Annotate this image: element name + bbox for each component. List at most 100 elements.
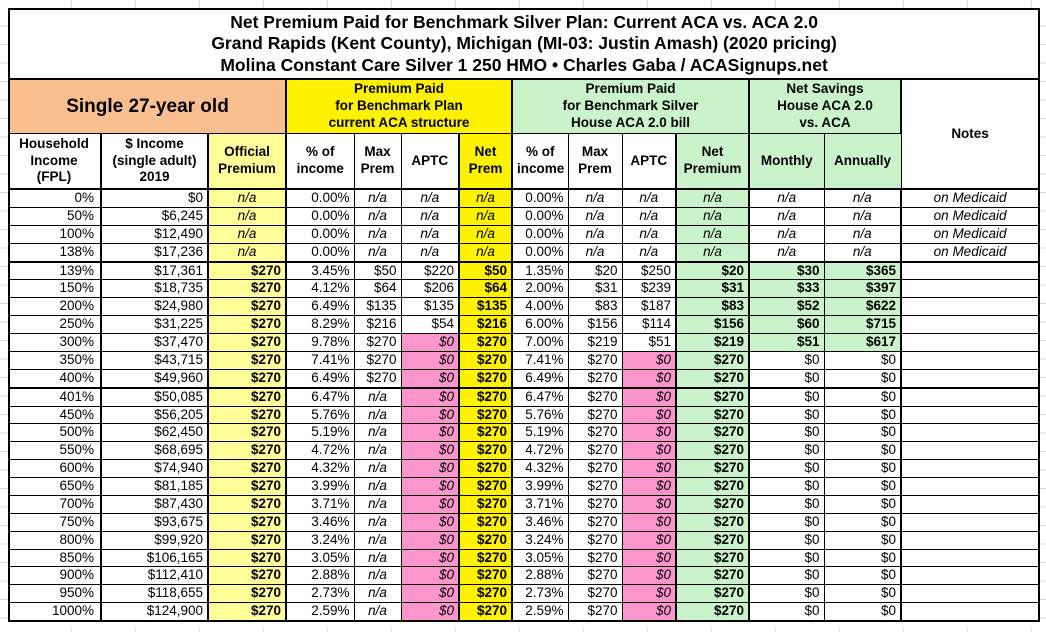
cell-notes (899, 584, 1040, 604)
cell-aca2-pct-income: 5.76% (511, 405, 569, 425)
cell-aca2-pct-income: 5.19% (511, 423, 569, 443)
cell-official-premium: $270 (207, 315, 287, 335)
cell-aca-max-prem: n/a (353, 602, 402, 622)
cell-aca2-aptc: $0 (621, 387, 677, 407)
cell-savings-annually: $0 (823, 512, 902, 532)
cell-official-premium: $270 (207, 584, 287, 604)
cell-aca-net-prem: $270 (458, 602, 513, 622)
cell-aca-aptc: $0 (400, 494, 460, 514)
cell-aca-net-prem: $270 (458, 548, 513, 568)
table-row: 150% $18,735 $270 4.12% $64 $206 $64 2.00% $31 $2… (8, 279, 1040, 299)
cell-aca2-max-prem: $156 (567, 315, 623, 335)
cell-aca2-max-prem: $270 (567, 512, 623, 532)
cell-aca2-aptc: $51 (621, 333, 677, 352)
cell-income: $93,675 (100, 512, 209, 532)
cell-aca-max-prem: $270 (353, 333, 402, 352)
cell-fpl: 900% (8, 566, 102, 586)
cell-aca-pct-income: 6.47% (285, 387, 355, 407)
cell-income: $68,695 (100, 441, 209, 461)
premium-comparison-table: Net Premium Paid for Benchmark Silver Pl… (8, 8, 1041, 623)
cell-notes (899, 423, 1040, 443)
cell-aca2-max-prem: $270 (567, 423, 623, 443)
cell-savings-monthly: $0 (748, 584, 825, 604)
spreadsheet-gridlines-top (8, 0, 1040, 8)
cell-notes (899, 459, 1040, 479)
cell-aca-pct-income: 5.76% (285, 405, 355, 425)
cell-aca2-pct-income: 3.24% (511, 530, 569, 550)
cell-aca-aptc: $0 (400, 566, 460, 586)
cell-aca-max-prem: n/a (353, 188, 402, 208)
cell-aca-aptc: $206 (400, 279, 460, 299)
cell-fpl: 450% (8, 405, 102, 425)
cell-aca-aptc: n/a (400, 188, 460, 208)
cell-fpl: 400% (8, 368, 102, 389)
cell-aca2-pct-income: 7.41% (511, 350, 569, 370)
table-row: 750% $93,675 $270 3.46% n/a $0 $270 3.46% $270 $0… (8, 512, 1040, 532)
cell-savings-annually: n/a (823, 188, 902, 208)
cell-savings-annually: $0 (823, 494, 902, 514)
cell-income: $49,960 (100, 368, 209, 389)
cell-aca-max-prem: n/a (353, 548, 402, 568)
cell-savings-annually: $0 (823, 405, 902, 425)
cell-official-premium: n/a (207, 188, 287, 208)
data-table: Net Premium Paid for Benchmark Silver Pl… (8, 8, 1041, 623)
cell-aca2-pct-income: 3.46% (511, 512, 569, 532)
cell-aca2-aptc: $0 (621, 602, 677, 622)
cell-aca-max-prem: n/a (353, 459, 402, 479)
cell-aca-net-prem: $50 (458, 261, 513, 281)
cell-aca-aptc: n/a (400, 224, 460, 244)
cell-aca-net-prem: $270 (458, 494, 513, 514)
cell-savings-monthly: $0 (748, 477, 825, 496)
cell-savings-monthly: n/a (748, 242, 825, 263)
cell-fpl: 700% (8, 494, 102, 514)
cell-aca-aptc: $54 (400, 315, 460, 335)
cell-aca2-pct-income: 6.49% (511, 368, 569, 389)
cell-income: $43,715 (100, 350, 209, 370)
cell-fpl: 300% (8, 333, 102, 352)
cell-aca-pct-income: 0.00% (285, 188, 355, 208)
cell-aca-max-prem: n/a (353, 477, 402, 496)
cell-aca2-pct-income: 0.00% (511, 206, 569, 226)
cell-aca-max-prem: $50 (353, 261, 402, 281)
cell-fpl: 150% (8, 279, 102, 299)
table-row: 0% $0 n/a 0.00% n/a n/a n/a 0.00% n/a n/a n/a n/a n/… (8, 188, 1040, 208)
cell-income: $81,185 (100, 477, 209, 496)
cell-aca2-aptc: $0 (621, 405, 677, 425)
cell-savings-monthly: $0 (748, 405, 825, 425)
cell-income: $124,900 (100, 602, 209, 622)
cell-aca-max-prem: n/a (353, 512, 402, 532)
cell-aca2-aptc: $0 (621, 441, 677, 461)
cell-aca2-pct-income: 2.88% (511, 566, 569, 586)
cell-notes: on Medicaid (899, 242, 1040, 263)
section-demographic: Single 27-year old (8, 78, 287, 135)
cell-aca2-aptc: n/a (621, 242, 677, 263)
cell-aca2-aptc: $187 (621, 297, 677, 317)
cell-aca-net-prem: n/a (458, 224, 513, 244)
column-header-row: Household Income (FPL) $ Income (single … (8, 133, 1039, 191)
cell-notes (899, 350, 1040, 370)
cell-aca2-net-premium: $270 (675, 602, 750, 622)
cell-fpl: 750% (8, 512, 102, 532)
cell-notes (899, 315, 1040, 335)
cell-aca2-net-premium: $270 (675, 477, 750, 496)
cell-aca-net-prem: $270 (458, 387, 513, 407)
cell-official-premium: $270 (207, 477, 287, 496)
cell-notes (899, 368, 1040, 389)
cell-income: $24,980 (100, 297, 209, 317)
cell-aca2-aptc: n/a (621, 206, 677, 226)
column-header-aca-max-prem: Max Prem (353, 133, 402, 191)
cell-notes (899, 333, 1040, 352)
cell-savings-monthly: $0 (748, 459, 825, 479)
cell-aca-pct-income: 7.41% (285, 350, 355, 370)
cell-official-premium: $270 (207, 548, 287, 568)
table-row: 300% $37,470 $270 9.78% $270 $0 $270 7.00% $219 $… (8, 333, 1040, 352)
cell-aca2-max-prem: n/a (567, 224, 623, 244)
cell-fpl: 50% (8, 206, 102, 226)
cell-fpl: 1000% (8, 602, 102, 622)
cell-income: $18,735 (100, 279, 209, 299)
cell-aca-net-prem: $270 (458, 459, 513, 479)
cell-aca2-max-prem: $219 (567, 333, 623, 352)
table-row: 900% $112,410 $270 2.88% n/a $0 $270 2.88% $270 $… (8, 566, 1040, 586)
cell-aca2-aptc: $0 (621, 494, 677, 514)
spreadsheet-gridlines-right (1040, 8, 1046, 632)
